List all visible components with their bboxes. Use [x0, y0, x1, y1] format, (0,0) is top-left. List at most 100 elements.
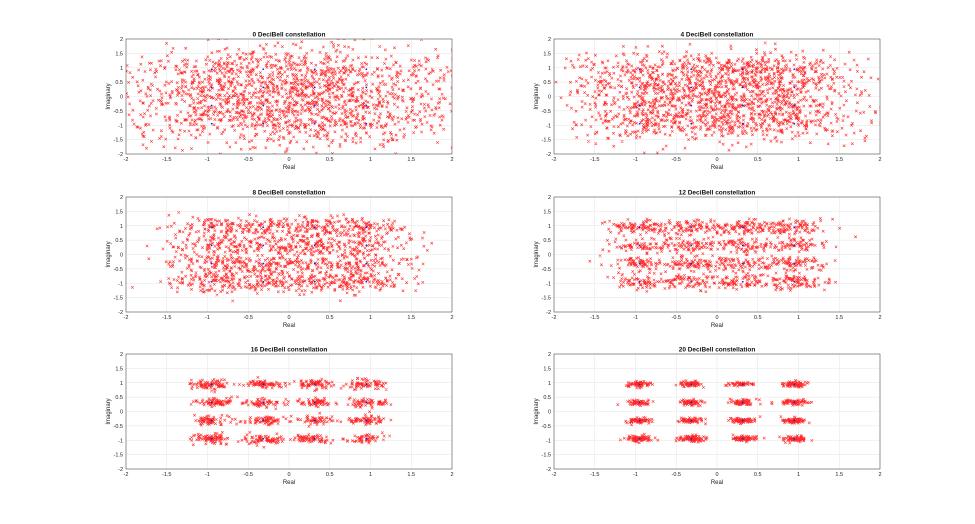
- ideal-symbol: [690, 86, 693, 89]
- x-tick-label: 0.5: [754, 157, 762, 163]
- ideal-symbol: [365, 244, 368, 247]
- x-tick-label: 0: [715, 157, 718, 163]
- ideal-symbol: [365, 104, 368, 107]
- plot-frame: [553, 196, 881, 313]
- y-tick-label: 0.5: [115, 238, 123, 244]
- x-axis-label: Real: [283, 323, 295, 329]
- ideal-symbol: [793, 383, 796, 386]
- y-tick-label: 2: [120, 195, 123, 201]
- ideal-symbol: [690, 68, 693, 71]
- ideal-symbol: [365, 419, 368, 422]
- ideal-symbol: [210, 68, 213, 71]
- x-tick-label: 1.5: [407, 157, 415, 163]
- constellation-panel-20db: -2 -1.5 -1 -0.5 0 0.5 1 1.5 2 2 1.5 1 0.5 0 -0.5 -1 -1.5…: [534, 345, 920, 495]
- ideal-symbol: [365, 401, 368, 404]
- x-tick-label: 1: [797, 315, 800, 321]
- y-tick-label: -0.5: [114, 267, 123, 273]
- y-tick-label: 0: [120, 253, 123, 259]
- y-axis-label: Imaginary: [534, 398, 540, 424]
- y-tick-label: -1.5: [114, 453, 123, 459]
- x-tick-label: -1: [633, 315, 638, 321]
- x-tick-label: 0: [287, 157, 290, 163]
- x-tick-label: 0.5: [326, 157, 334, 163]
- ideal-symbol: [313, 86, 316, 89]
- x-tick-label: -1: [205, 157, 210, 163]
- ideal-symbol: [690, 280, 693, 283]
- x-tick-label: -1: [633, 157, 638, 163]
- y-tick-label: 2: [548, 37, 551, 43]
- x-tick-label: 2: [450, 157, 453, 163]
- x-tick-label: 0.5: [754, 315, 762, 321]
- y-tick-label: 1: [548, 381, 551, 387]
- constellation-chart: -2 -1.5 -1 -0.5 0 0.5 1 1.5 2 2 1.5 1 0.5 0 -0.5 -1 -1.5…: [106, 32, 454, 172]
- y-tick-label: -2: [118, 310, 123, 316]
- plot-frame: [553, 38, 881, 155]
- x-tick-label: -2: [124, 472, 129, 478]
- chart-title: 20 DeciBell constellation: [679, 347, 756, 354]
- x-tick-label: -1.5: [590, 157, 599, 163]
- ideal-symbol: [365, 68, 368, 71]
- x-tick-label: -2: [552, 472, 557, 478]
- y-tick-label: 1.5: [115, 51, 123, 57]
- x-tick-label: -1.5: [162, 157, 171, 163]
- ideal-symbol: [793, 122, 796, 125]
- y-tick-label: 1: [548, 224, 551, 230]
- x-axis-label: Real: [711, 165, 723, 171]
- ideal-symbol: [313, 280, 316, 283]
- y-tick-label: -1.5: [542, 296, 551, 302]
- ideal-symbol: [262, 401, 265, 404]
- ideal-symbol: [313, 68, 316, 71]
- chart-title: 16 DeciBell constellation: [251, 347, 328, 354]
- ideal-symbol: [313, 262, 316, 265]
- x-tick-label: 0: [715, 472, 718, 478]
- ideal-symbol: [210, 401, 213, 404]
- x-tick-label: 2: [450, 472, 453, 478]
- y-axis-label: Imaginary: [534, 83, 540, 109]
- ideal-symbol: [793, 244, 796, 247]
- ideal-symbol: [210, 262, 213, 265]
- constellation-panel-12db: -2 -1.5 -1 -0.5 0 0.5 1 1.5 2 2 1.5 1 0.5 0 -0.5 -1 -1.5…: [534, 188, 920, 338]
- ideal-symbol: [365, 86, 368, 89]
- x-tick-label: -1.5: [162, 315, 171, 321]
- ideal-symbol: [793, 86, 796, 89]
- ideal-symbol: [262, 383, 265, 386]
- ideal-symbol: [793, 437, 796, 440]
- ideal-symbol: [690, 401, 693, 404]
- constellation-chart: -2 -1.5 -1 -0.5 0 0.5 1 1.5 2 2 1.5 1 0.5 0 -0.5 -1 -1.5…: [534, 347, 882, 487]
- ideal-symbol: [690, 122, 693, 125]
- x-tick-label: -1.5: [590, 472, 599, 478]
- y-tick-label: 1: [120, 66, 123, 72]
- x-tick-label: 2: [878, 157, 881, 163]
- received-symbols: [126, 39, 452, 154]
- chart-title: 4 DeciBell constellation: [681, 32, 754, 39]
- ideal-symbol: [638, 401, 641, 404]
- x-tick-label: -0.5: [244, 315, 253, 321]
- y-tick-label: -1: [546, 438, 551, 444]
- ideal-symbol: [638, 383, 641, 386]
- y-tick-label: -0.5: [542, 424, 551, 430]
- y-tick-label: -2: [546, 310, 551, 316]
- x-tick-label: 1: [369, 157, 372, 163]
- y-tick-label: -0.5: [542, 267, 551, 273]
- x-tick-label: -1: [205, 472, 210, 478]
- y-tick-label: -2: [546, 467, 551, 473]
- ideal-symbol: [690, 226, 693, 229]
- x-tick-label: 2: [878, 472, 881, 478]
- ideal-symbol: [262, 226, 265, 229]
- y-tick-label: 0: [120, 95, 123, 101]
- x-tick-label: 0: [287, 472, 290, 478]
- ideal-symbol: [365, 262, 368, 265]
- y-tick-label: -1.5: [114, 138, 123, 144]
- ideal-symbol: [690, 419, 693, 422]
- ideal-symbol: [741, 262, 744, 265]
- ideal-symbol: [313, 104, 316, 107]
- chart-title: 8 DeciBell constellation: [253, 190, 326, 197]
- ideal-symbol: [210, 104, 213, 107]
- ideal-symbol: [741, 280, 744, 283]
- plot-frame: [125, 196, 453, 313]
- ideal-symbol: [741, 68, 744, 71]
- y-tick-label: -2: [546, 152, 551, 158]
- received-symbols: [554, 41, 880, 154]
- x-tick-label: -2: [552, 315, 557, 321]
- y-tick-label: 0: [120, 410, 123, 416]
